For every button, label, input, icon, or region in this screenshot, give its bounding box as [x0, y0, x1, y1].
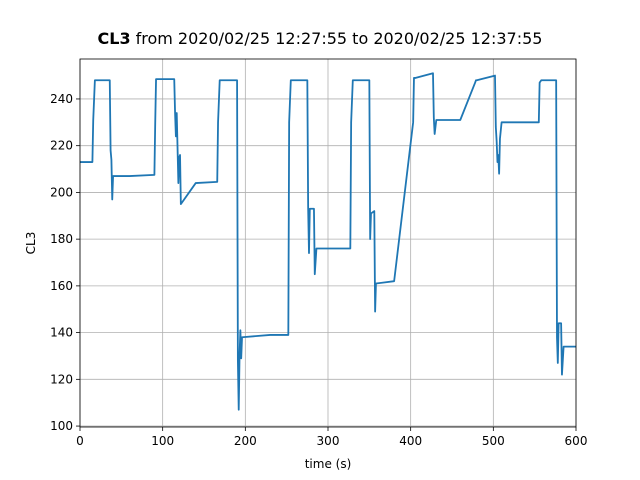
x-tick-label: 600	[565, 434, 588, 448]
x-tick-label: 200	[234, 434, 257, 448]
x-tick-label: 0	[76, 434, 84, 448]
x-tick-label: 100	[151, 434, 174, 448]
x-tick-label: 500	[482, 434, 505, 448]
y-tick-label: 140	[50, 326, 73, 340]
x-tick-label: 400	[399, 434, 422, 448]
y-tick-label: 120	[50, 372, 73, 386]
x-axis-label: time (s)	[305, 457, 352, 471]
title-variable: CL3	[98, 29, 131, 48]
chart-title-group: CL3 from 2020/02/25 12:27:55 to 2020/02/2…	[98, 29, 543, 48]
data-line	[80, 72, 576, 411]
y-tick-label: 100	[50, 419, 73, 433]
y-tick-label: 220	[50, 139, 73, 153]
y-axis-label: CL3	[24, 232, 38, 255]
x-tick-label: 300	[317, 434, 340, 448]
y-tick-label: 200	[50, 185, 73, 199]
y-tick-label: 180	[50, 232, 73, 246]
plot-frame	[79, 58, 577, 428]
chart-title: from 2020/02/25 12:27:55 to 2020/02/25 1…	[136, 29, 543, 48]
y-tick-label: 160	[50, 279, 73, 293]
y-tick-label: 240	[50, 92, 73, 106]
